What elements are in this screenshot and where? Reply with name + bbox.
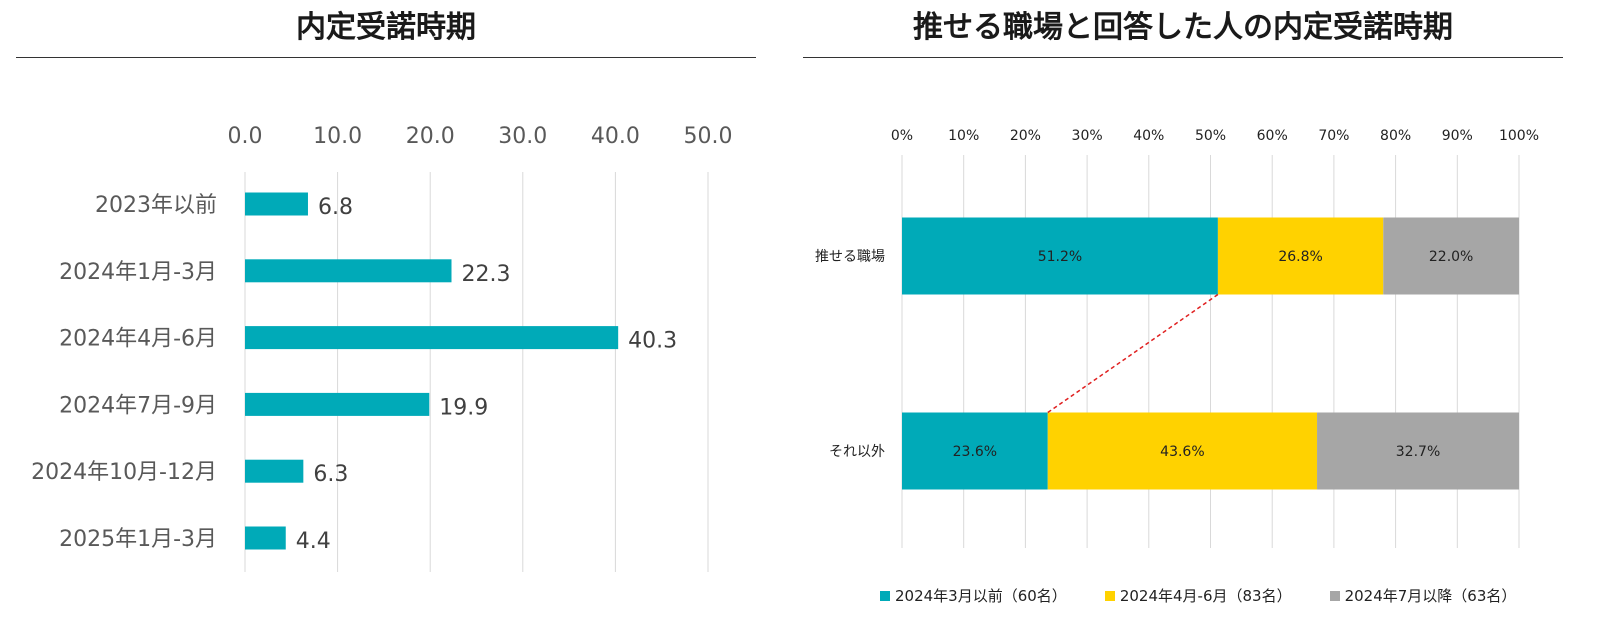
left-category-label: 2024年7月-9月: [59, 393, 217, 418]
right-category-label: 推せる職場: [815, 249, 885, 265]
right-segment-label: 32.7%: [1396, 444, 1440, 460]
right-bar-segment: [1317, 412, 1519, 490]
right-bar-segment: [902, 217, 1218, 295]
left-category-label: 2025年1月-3月: [59, 527, 217, 552]
right-x-tick-label: 30%: [1072, 128, 1103, 144]
left-category-label: 2024年10月-12月: [31, 460, 217, 485]
right-x-tick-label: 50%: [1195, 128, 1226, 144]
right-stacked-bar-chart: 0% 10% 20% 30% 40% 50% 60% 70% 80% 90% 100% 51.2% 26…: [815, 128, 1539, 548]
right-bar-segment: [1047, 412, 1318, 490]
left-x-tick-label: 20.0: [406, 124, 455, 149]
right-chart-title: 推せる職場と回答した人の内定受諾時期: [913, 10, 1453, 45]
left-data-label: 19.9: [439, 395, 488, 420]
legend-item-early: 2024年3月以前（60名）: [880, 585, 1067, 606]
right-x-tick-label: 70%: [1318, 128, 1349, 144]
right-category-label: それ以外: [829, 444, 885, 460]
right-title-rule: [803, 57, 1563, 58]
left-data-label: 4.4: [296, 529, 331, 554]
left-data-label: 6.3: [313, 462, 348, 487]
right-chart-legend: 2024年3月以前（60名） 2024年4月-6月（83名） 2024年7月以降…: [880, 585, 1516, 606]
left-data-label: 6.8: [318, 195, 353, 220]
right-segment-label: 51.2%: [1038, 249, 1082, 265]
right-x-tick-label: 90%: [1442, 128, 1473, 144]
left-data-label: 22.3: [461, 262, 510, 287]
left-bar: [245, 326, 619, 350]
left-bar: [245, 526, 286, 550]
right-x-tick-label: 10%: [948, 128, 979, 144]
legend-swatch-mid: [1104, 590, 1115, 601]
left-category-label: 2024年1月-3月: [59, 260, 217, 285]
left-bar: [245, 392, 430, 416]
left-title-rule: [16, 57, 756, 58]
right-x-tick-label: 80%: [1380, 128, 1411, 144]
right-x-tick-label: 0%: [891, 128, 913, 144]
left-x-tick-label: 0.0: [228, 124, 263, 149]
left-bar-chart: 0.0 10.0 20.0 30.0 40.0 50.0 2023年以前 6.8 2024年1月…: [31, 124, 732, 572]
left-bar: [245, 459, 304, 483]
legend-label-mid: 2024年4月-6月（83名）: [1119, 587, 1292, 605]
right-connector-line: [1047, 293, 1219, 414]
right-x-tick-label: 100%: [1499, 128, 1539, 144]
legend-swatch-late: [1329, 590, 1340, 601]
left-x-tick-label: 50.0: [684, 124, 733, 149]
legend-item-mid: 2024年4月-6月（83名）: [1104, 585, 1292, 606]
left-category-label: 2024年4月-6月: [59, 327, 217, 352]
left-bar: [245, 259, 452, 283]
right-bar-segment: [1217, 217, 1384, 295]
left-chart-title: 内定受諾時期: [296, 10, 476, 45]
right-segment-label: 22.0%: [1429, 249, 1473, 265]
right-bar-segment: [1383, 217, 1519, 295]
left-category-label: 2023年以前: [95, 193, 217, 218]
left-x-tick-label: 40.0: [591, 124, 640, 149]
left-x-tick-label: 10.0: [313, 124, 362, 149]
right-bar-segment: [902, 412, 1048, 490]
right-x-tick-label: 40%: [1133, 128, 1164, 144]
legend-label-late: 2024年7月以降（63名）: [1344, 587, 1517, 605]
right-segment-label: 43.6%: [1160, 444, 1204, 460]
left-x-tick-label: 30.0: [498, 124, 547, 149]
right-segment-label: 23.6%: [953, 444, 997, 460]
left-data-label: 40.3: [628, 329, 677, 354]
right-segment-label: 26.8%: [1278, 249, 1322, 265]
left-bar: [245, 192, 308, 216]
legend-item-late: 2024年7月以降（63名）: [1329, 585, 1517, 606]
legend-label-early: 2024年3月以前（60名）: [895, 587, 1067, 605]
legend-swatch-early: [880, 590, 890, 601]
right-x-tick-label: 20%: [1010, 128, 1041, 144]
right-x-tick-label: 60%: [1257, 128, 1288, 144]
